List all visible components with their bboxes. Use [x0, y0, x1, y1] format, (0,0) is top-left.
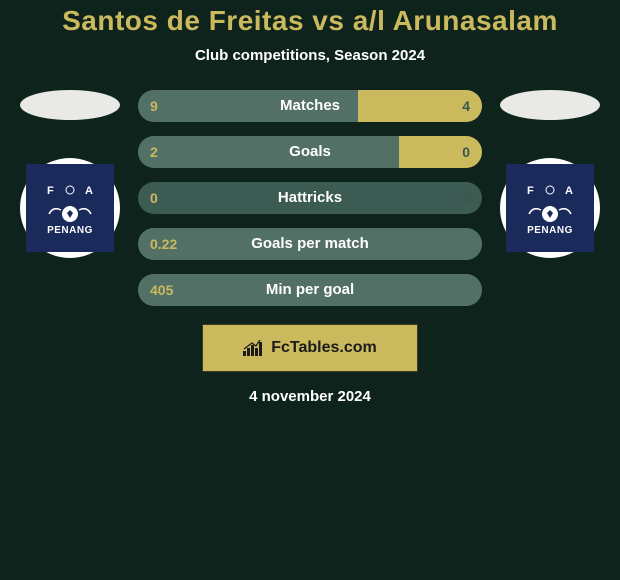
club-badge-left: F A PENANG: [20, 158, 120, 258]
stat-label: Matches: [138, 97, 482, 114]
stat-value-right: 4: [462, 98, 470, 114]
club-badge-right-inner: F A PENANG: [506, 164, 594, 252]
stat-row: Hattricks0 0: [138, 182, 482, 214]
stat-value-left: 405: [150, 282, 173, 298]
svg-text:A: A: [565, 185, 573, 197]
content-row: F A PENANG Matches94Goals20Hattricks00Go…: [0, 90, 620, 306]
stat-row: Min per goal405: [138, 274, 482, 306]
stat-value-left: 2: [150, 144, 158, 160]
player-photo-placeholder-left: [20, 90, 120, 120]
page-title: Santos de Freitas vs a/l Arunasalam: [0, 6, 620, 37]
svg-text:F: F: [527, 185, 534, 197]
date-text: 4 november 2024: [0, 388, 620, 405]
stat-bars: Matches94Goals20Hattricks00Goals per mat…: [138, 90, 482, 306]
stat-label: Hattricks: [138, 189, 482, 206]
club-badge-left-inner: F A PENANG: [26, 164, 114, 252]
svg-text:F: F: [47, 185, 54, 197]
stat-value-left: 9: [150, 98, 158, 114]
stat-label: Goals per match: [138, 235, 482, 252]
player-photo-placeholder-right: [500, 90, 600, 120]
stat-label: Min per goal: [138, 281, 482, 298]
right-column: F A PENANG: [500, 90, 600, 258]
club-name-left: PENANG: [47, 225, 93, 236]
bar-chart-icon: [243, 339, 265, 357]
brand-badge: FcTables.com: [202, 324, 418, 372]
stat-value-left: 0.22: [150, 236, 177, 252]
stat-row: Goals2 0: [138, 136, 482, 168]
left-column: F A PENANG: [20, 90, 120, 258]
subtitle: Club competitions, Season 2024: [0, 47, 620, 64]
brand-text: FcTables.com: [271, 339, 377, 357]
svg-text:A: A: [85, 185, 93, 197]
stat-label: Goals: [138, 143, 482, 160]
comparison-card: Santos de Freitas vs a/l Arunasalam Club…: [0, 0, 620, 405]
stat-value-right: 0: [462, 190, 470, 206]
club-badge-right: F A PENANG: [500, 158, 600, 258]
stat-value-left: 0: [150, 190, 158, 206]
stat-row: Goals per match0.22: [138, 228, 482, 260]
stat-value-right: 0: [462, 144, 470, 160]
stat-row: Matches9 4: [138, 90, 482, 122]
club-name-right: PENANG: [527, 225, 573, 236]
